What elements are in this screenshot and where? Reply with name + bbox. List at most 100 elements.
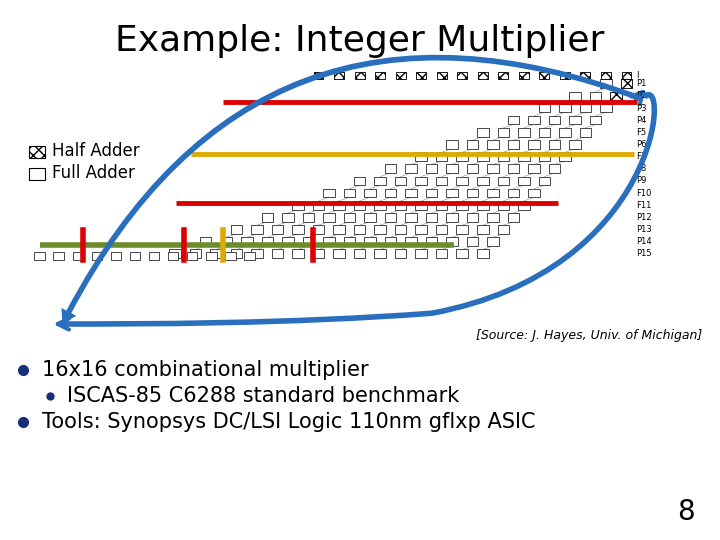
Text: F10: F10	[636, 188, 651, 198]
Bar	[292, 201, 304, 210]
Bar	[436, 249, 447, 258]
Bar	[508, 213, 519, 222]
Bar	[323, 238, 335, 246]
Bar	[354, 249, 365, 258]
Bar	[244, 252, 255, 260]
Bar	[374, 201, 386, 210]
Bar	[396, 71, 405, 79]
Bar	[436, 177, 448, 185]
Bar	[446, 189, 458, 197]
Bar	[549, 140, 560, 149]
Bar	[467, 164, 478, 173]
Bar	[528, 164, 540, 173]
Bar	[457, 71, 467, 79]
Bar	[333, 249, 345, 258]
Bar	[29, 168, 45, 180]
Bar	[189, 249, 201, 258]
Bar	[621, 71, 631, 79]
Bar	[384, 213, 396, 222]
Bar	[343, 189, 355, 197]
Bar	[91, 252, 102, 260]
Text: P14: P14	[636, 237, 652, 246]
Bar	[364, 238, 376, 246]
Bar	[477, 152, 488, 161]
Bar	[261, 238, 273, 246]
Bar	[446, 164, 458, 173]
Bar	[436, 152, 447, 161]
Bar	[312, 249, 324, 258]
Text: 16x16 combinational multiplier: 16x16 combinational multiplier	[42, 360, 369, 380]
Bar	[498, 152, 509, 161]
Bar	[355, 71, 364, 79]
Bar	[395, 201, 407, 210]
Bar	[559, 152, 570, 161]
Bar	[230, 249, 242, 258]
Bar	[528, 140, 540, 149]
Bar	[396, 71, 405, 79]
Bar	[251, 225, 263, 234]
Bar	[601, 71, 611, 79]
Text: P1: P1	[636, 79, 646, 88]
Text: P15: P15	[636, 249, 652, 258]
Bar	[498, 71, 508, 79]
Bar	[518, 201, 529, 210]
Text: P2: P2	[636, 91, 646, 100]
Bar	[456, 225, 468, 234]
Bar	[302, 213, 314, 222]
Bar	[508, 140, 519, 149]
Bar	[519, 71, 528, 79]
Bar	[210, 249, 222, 258]
Bar	[384, 189, 396, 197]
Bar	[518, 128, 529, 137]
Bar	[580, 71, 590, 79]
Bar	[405, 189, 417, 197]
Bar	[477, 128, 488, 137]
Bar	[333, 225, 345, 234]
Bar	[130, 252, 140, 260]
Text: P3: P3	[636, 104, 647, 112]
Bar	[570, 140, 581, 149]
Bar	[487, 238, 499, 246]
Bar	[508, 116, 519, 125]
Bar	[395, 177, 407, 185]
Bar	[426, 213, 437, 222]
Bar	[519, 71, 528, 79]
Bar	[436, 201, 447, 210]
Bar	[374, 225, 386, 234]
Bar	[187, 252, 197, 260]
Bar	[271, 225, 283, 234]
Bar	[375, 71, 385, 79]
Bar	[498, 201, 509, 210]
Bar	[426, 164, 437, 173]
Bar	[230, 225, 242, 234]
Bar	[53, 252, 64, 260]
Bar	[436, 225, 447, 234]
Bar	[282, 213, 294, 222]
Bar	[314, 71, 323, 79]
Bar	[416, 71, 426, 79]
Bar	[621, 79, 632, 88]
Bar	[621, 79, 632, 88]
Bar	[456, 249, 468, 258]
Text: Example: Integer Multiplier: Example: Integer Multiplier	[115, 24, 605, 58]
Bar	[426, 238, 437, 246]
Bar	[528, 189, 540, 197]
Bar	[446, 140, 458, 149]
Bar	[467, 189, 478, 197]
Bar	[580, 104, 591, 112]
Bar	[314, 71, 323, 79]
Bar	[456, 201, 468, 210]
Bar	[601, 71, 611, 79]
Text: P12: P12	[636, 213, 652, 222]
Bar	[457, 71, 467, 79]
Bar	[251, 249, 263, 258]
Bar	[539, 177, 550, 185]
Text: F8: F8	[636, 164, 646, 173]
Bar	[405, 238, 417, 246]
Text: I: I	[636, 71, 638, 80]
Bar	[168, 252, 179, 260]
Bar	[590, 116, 601, 125]
Bar	[600, 104, 612, 112]
Bar	[487, 140, 499, 149]
Bar	[600, 79, 612, 88]
